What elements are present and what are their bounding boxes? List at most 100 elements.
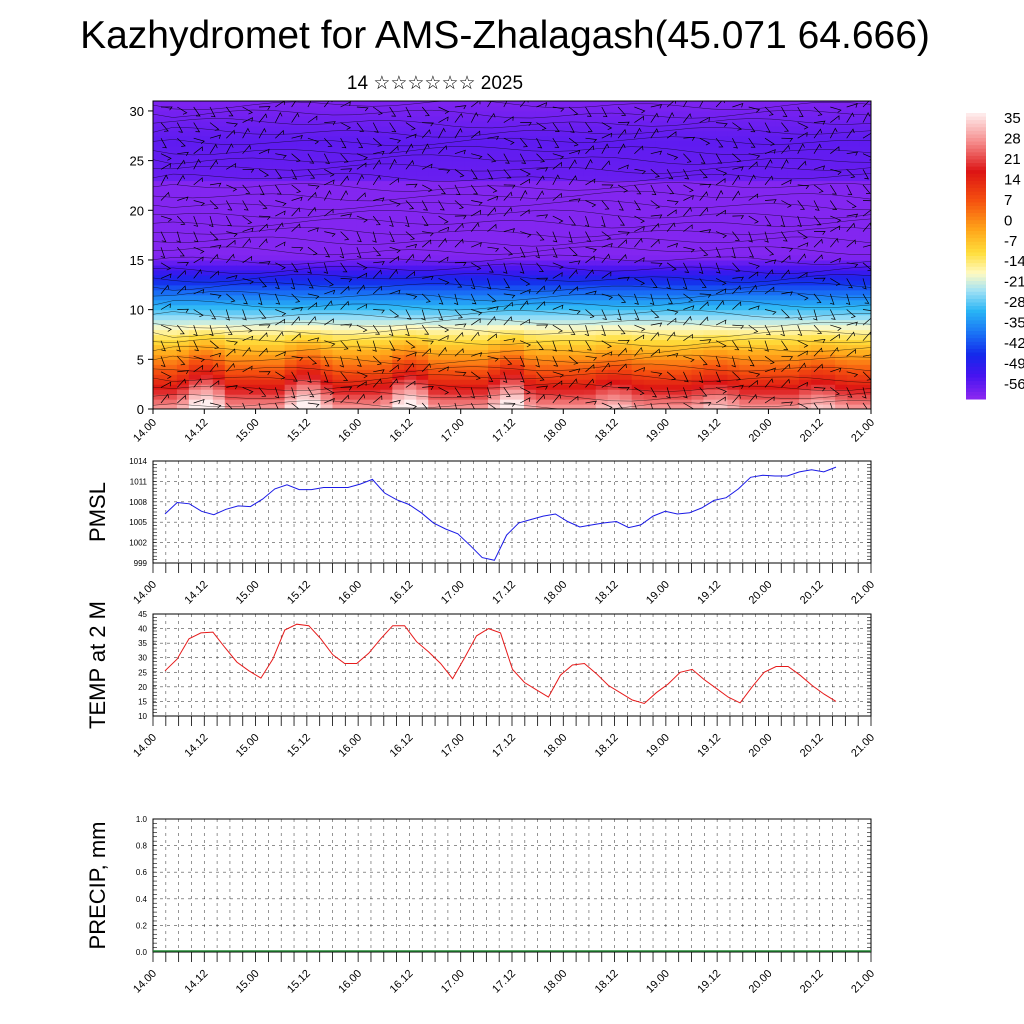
heatmap-cell bbox=[655, 374, 669, 380]
heatmap-cell bbox=[679, 150, 693, 157]
heatmap-cell bbox=[356, 101, 369, 107]
wind-barb bbox=[552, 262, 564, 270]
heatmap-cell bbox=[691, 344, 705, 350]
heatmap-cell bbox=[631, 279, 645, 286]
heatmap-cell bbox=[476, 195, 489, 201]
heatmap-cell bbox=[739, 294, 752, 301]
heatmap-cell bbox=[500, 299, 513, 306]
heatmap-cell bbox=[440, 240, 453, 246]
heatmap-cell bbox=[727, 135, 740, 142]
heatmap-cell bbox=[835, 170, 848, 177]
heatmap-cell bbox=[248, 389, 262, 395]
heatmap-cell bbox=[583, 180, 597, 187]
wind-barb bbox=[568, 122, 575, 133]
heatmap-cell bbox=[739, 215, 752, 221]
heatmap-cell bbox=[691, 215, 705, 221]
heatmap-cell bbox=[523, 334, 537, 341]
heatmap-cell bbox=[811, 334, 824, 341]
heatmap-cell bbox=[200, 264, 214, 271]
heatmap-cell bbox=[380, 344, 393, 350]
heatmap-cell bbox=[763, 240, 776, 246]
heatmap-cell bbox=[559, 160, 573, 167]
heatmap-cell bbox=[476, 125, 489, 132]
heatmap-cell bbox=[200, 135, 214, 142]
wind-barb bbox=[258, 261, 271, 266]
colorbar-label: 35 bbox=[1004, 110, 1021, 127]
heatmap-cell bbox=[667, 339, 681, 346]
wind-barb bbox=[552, 153, 565, 160]
heatmap-cell bbox=[296, 389, 310, 395]
heatmap-cell bbox=[727, 324, 740, 331]
heatmap-cell bbox=[595, 344, 609, 350]
heatmap-cell bbox=[547, 264, 561, 271]
heatmap-cell bbox=[176, 125, 190, 132]
heatmap-cell bbox=[296, 255, 310, 261]
heatmap-cell bbox=[583, 155, 597, 162]
heatmap-cell bbox=[847, 190, 860, 196]
heatmap-cell bbox=[476, 180, 489, 187]
heatmap-cell bbox=[547, 404, 561, 409]
wind-barb bbox=[389, 289, 401, 295]
heatmap-cell bbox=[751, 399, 764, 405]
heatmap-cell bbox=[236, 384, 250, 390]
heatmap-cell bbox=[667, 399, 681, 405]
wind-barb bbox=[454, 238, 464, 248]
wind-barb bbox=[601, 309, 608, 320]
wind-barb bbox=[209, 143, 218, 154]
wind-barb bbox=[275, 351, 286, 357]
heatmap-cell bbox=[607, 145, 621, 152]
heatmap-cell bbox=[176, 140, 190, 147]
heatmap-cell bbox=[284, 279, 298, 286]
wind-barb bbox=[617, 184, 629, 193]
heatmap-cell bbox=[308, 250, 322, 256]
heatmap-cell bbox=[476, 344, 489, 350]
heatmap-cell bbox=[332, 299, 346, 306]
wind-barb bbox=[177, 370, 189, 375]
heatmap-cell bbox=[308, 135, 322, 142]
heatmap-cell bbox=[691, 125, 705, 132]
heatmap-cell bbox=[260, 255, 274, 261]
heatmap-cell bbox=[619, 334, 633, 341]
wind-barb bbox=[438, 309, 444, 321]
heatmap-cell bbox=[296, 150, 310, 157]
heatmap-cell bbox=[691, 235, 705, 241]
heatmap-cell bbox=[260, 389, 274, 395]
heatmap-cell bbox=[775, 319, 788, 326]
wind-barb bbox=[634, 309, 640, 321]
heatmap-cell bbox=[655, 404, 669, 409]
heatmap-cell bbox=[212, 334, 226, 341]
heatmap-cell bbox=[452, 319, 465, 326]
heatmap-cell bbox=[787, 135, 800, 142]
heatmap-cell bbox=[224, 384, 238, 390]
heatmap-cell bbox=[500, 135, 513, 142]
heatmap-cell bbox=[368, 140, 381, 147]
heatmap-cell bbox=[559, 115, 573, 122]
heatmap-cell bbox=[631, 255, 645, 261]
heatmap-cell bbox=[655, 230, 669, 236]
wind-barb bbox=[438, 293, 444, 305]
wind-barb bbox=[519, 300, 529, 310]
heatmap-cell bbox=[248, 274, 262, 281]
heatmap-cell bbox=[416, 230, 429, 236]
colorbar-swatch bbox=[966, 391, 986, 396]
heatmap-cell bbox=[655, 279, 669, 286]
wind-barb bbox=[862, 317, 871, 326]
heatmap-cell bbox=[488, 115, 501, 122]
heatmap-cell bbox=[500, 264, 513, 271]
heatmap-cell bbox=[655, 369, 669, 375]
heatmap-cell bbox=[488, 160, 501, 167]
wind-barb bbox=[405, 143, 414, 154]
heatmap-cell bbox=[727, 225, 740, 231]
heatmap-cell bbox=[200, 354, 214, 360]
heatmap-cell bbox=[559, 324, 573, 331]
wind-barb bbox=[846, 262, 859, 268]
heatmap-cell bbox=[176, 319, 190, 326]
heatmap-cell bbox=[164, 250, 178, 256]
heatmap-cell bbox=[583, 225, 597, 231]
heatmap-cell bbox=[583, 115, 597, 122]
heatmap-cell bbox=[164, 165, 178, 172]
heatmap-cell bbox=[176, 339, 190, 346]
wind-barb bbox=[568, 340, 573, 352]
colorbar-swatch bbox=[966, 180, 986, 186]
heatmap-cell bbox=[799, 294, 812, 301]
